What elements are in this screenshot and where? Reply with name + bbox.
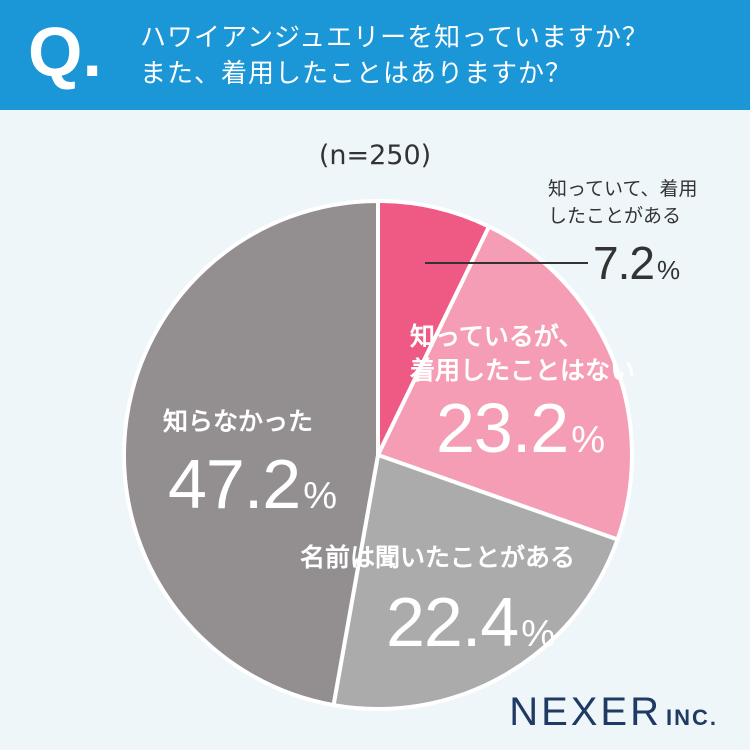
slice-value-2-unit: % [571, 419, 606, 461]
slice-value-1-number: 7.2 [593, 237, 655, 289]
slice-value-3: 22.4% [386, 582, 555, 662]
slice-value-4-unit: % [303, 475, 338, 517]
slice-value-2: 23.2% [436, 388, 605, 468]
slice-label-3-line1: 名前は聞いたことがある [300, 543, 576, 572]
question-text: ハワイアンジュエリーを知っていますか？ また、着用したことはありますか？ [140, 20, 649, 92]
slice-label-2-line1: 知っているが、 [410, 322, 584, 351]
pie-slice-4 [122, 199, 380, 708]
question-line-2: また、着用したことはありますか？ [140, 59, 573, 89]
slice-value-2-number: 23.2 [436, 389, 569, 467]
slice-label-1-line2: したことがある [548, 205, 682, 227]
slice-label-4-line1: 知らなかった [163, 407, 314, 436]
pie-slice-1 [376, 199, 492, 457]
nexer-logo: NEXER INC. [509, 690, 718, 735]
slice-label-1-line1: 知っていて、着用 [548, 178, 698, 200]
slice-value-1: 7.2% [593, 236, 680, 290]
slice-value-1-unit: % [656, 255, 681, 285]
pie-slice-2 [376, 224, 634, 542]
slice-value-3-number: 22.4 [386, 583, 519, 661]
question-line-1: ハワイアンジュエリーを知っていますか？ [140, 23, 649, 53]
q-mark: Q. [28, 13, 102, 91]
slice-value-4-number: 47.2 [168, 445, 301, 523]
slice-label-3: 名前は聞いたことがある [300, 541, 575, 575]
slice-label-2-line2: 着用したことはない [410, 356, 636, 385]
sample-size-label: (n=250) [318, 140, 432, 171]
slice-value-4: 47.2% [168, 444, 337, 524]
logo-suffix: INC. [666, 705, 718, 730]
question-header: Q. ハワイアンジュエリーを知っていますか？ また、着用したことはありますか？ [0, 0, 750, 110]
slice-value-3-unit: % [521, 613, 556, 655]
slice-label-2: 知っているが、 着用したことはない [410, 320, 635, 388]
pie-slice-3 [331, 453, 620, 711]
logo-main: NEXER [509, 690, 662, 734]
slice-label-4: 知らなかった [163, 405, 313, 439]
slice-label-1: 知っていて、着用 したことがある [548, 176, 698, 230]
